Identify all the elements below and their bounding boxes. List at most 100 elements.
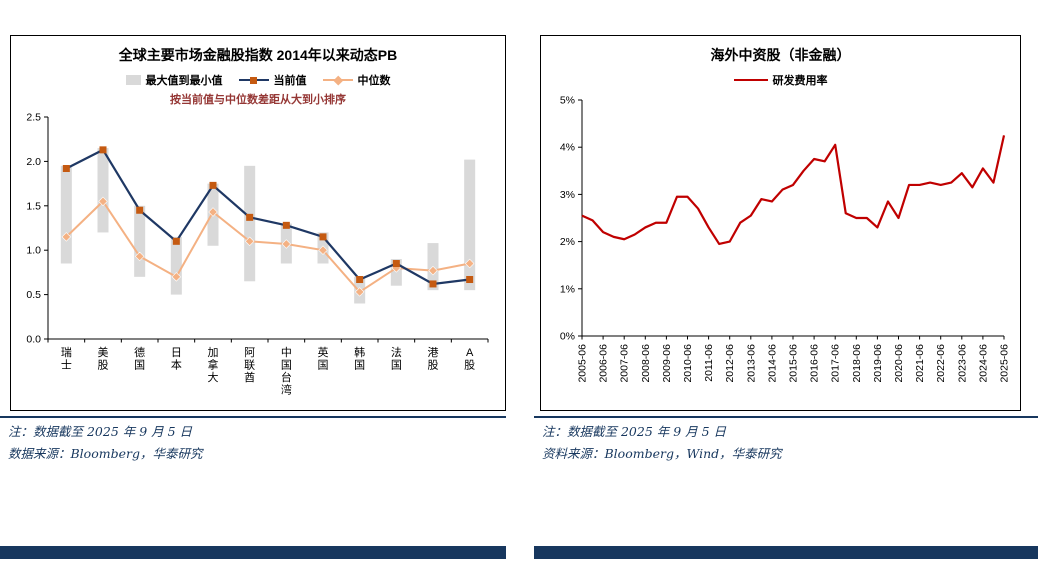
svg-text:瑞: 瑞 <box>61 345 72 359</box>
right-note-text: 注：数据截至 2025 年 9 月 5 日 <box>542 424 727 439</box>
svg-text:2%: 2% <box>559 236 574 248</box>
current-series <box>62 146 474 288</box>
svg-text:中: 中 <box>281 346 292 359</box>
svg-text:2019-06: 2019-06 <box>871 344 883 383</box>
range-bar-swatch <box>125 75 141 85</box>
left-notes: 注：数据截至 2025 年 9 月 5 日 数据来源：Bloomberg，华泰研… <box>8 421 202 465</box>
current-marker <box>62 165 70 173</box>
svg-text:股: 股 <box>464 359 475 372</box>
right-chart-plot: 0% 1% 2% 3% 4% 5% 2005-06 2006-06 2007-06 2008-06… <box>559 95 1010 383</box>
left-note-divider <box>0 416 506 418</box>
svg-text:士: 士 <box>61 359 72 372</box>
svg-text:2010-06: 2010-06 <box>682 344 694 383</box>
svg-text:2014-06: 2014-06 <box>766 344 778 383</box>
svg-text:2023-06: 2023-06 <box>956 344 968 383</box>
svg-text:国: 国 <box>354 359 365 372</box>
svg-text:湾: 湾 <box>281 383 292 397</box>
rd-expense-line-swatch <box>733 78 768 82</box>
median-marker <box>244 236 255 247</box>
median-marker <box>134 251 145 262</box>
right-notes: 注：数据截至 2025 年 9 月 5 日 资料来源：Bloomberg，Win… <box>542 421 782 465</box>
svg-text:港: 港 <box>428 346 439 359</box>
svg-text:2009-06: 2009-06 <box>660 344 672 383</box>
svg-text:日: 日 <box>171 347 182 359</box>
svg-text:0%: 0% <box>559 331 574 343</box>
svg-text:台: 台 <box>281 370 292 384</box>
svg-text:2013-06: 2013-06 <box>745 344 757 383</box>
svg-text:美: 美 <box>98 346 109 359</box>
current-marker <box>356 276 364 284</box>
svg-text:拿: 拿 <box>208 358 219 372</box>
svg-text:国: 国 <box>318 359 329 372</box>
left-chart-title: 全球主要市场金融股指数 2014年以来动态PB <box>118 47 398 63</box>
svg-text:2018-06: 2018-06 <box>850 344 862 383</box>
current-marker <box>99 146 107 154</box>
svg-text:联: 联 <box>244 359 255 372</box>
current-marker <box>429 280 437 288</box>
median-marker <box>61 232 72 242</box>
median-marker <box>208 207 218 217</box>
svg-text:0.0: 0.0 <box>26 334 41 346</box>
y-axis: 0.0 0.5 1.0 1.5 2.0 2.5 <box>26 112 49 346</box>
svg-text:2007-06: 2007-06 <box>618 344 630 383</box>
current-marker <box>209 181 217 189</box>
svg-text:2.0: 2.0 <box>26 156 41 168</box>
svg-text:股: 股 <box>428 359 439 372</box>
current-marker <box>466 276 474 284</box>
legend-rd-expense-label: 研发费用率 <box>772 75 828 87</box>
current-marker <box>282 221 290 229</box>
svg-text:德: 德 <box>134 345 145 359</box>
svg-text:2017-06: 2017-06 <box>829 344 841 383</box>
x-axis: 2005-06 2006-06 2007-06 2008-06 2009-06 2010-… <box>576 335 1010 383</box>
svg-text:2022-06: 2022-06 <box>935 344 947 383</box>
left-chart-plot: 0.00.51.01.52.02.5瑞士美股德国日本加拿大阿联酋中国台湾英国韩国… <box>26 112 489 397</box>
left-chart-subtitle: 按当前值与中位数差距从大到小排序 <box>170 94 346 106</box>
svg-text:阿: 阿 <box>244 346 255 359</box>
svg-text:3%: 3% <box>559 189 574 201</box>
svg-text:国: 国 <box>391 359 402 372</box>
range-bars <box>60 148 476 304</box>
svg-text:股: 股 <box>98 359 109 372</box>
legend-item-rd-expense: 研发费用率 <box>733 72 828 88</box>
median-marker <box>428 265 438 276</box>
svg-text:1.0: 1.0 <box>26 245 41 257</box>
svg-text:2025-06: 2025-06 <box>998 344 1010 383</box>
legend-median-label: 中位数 <box>357 75 391 87</box>
svg-text:2021-06: 2021-06 <box>914 344 926 383</box>
current-marker <box>319 233 327 241</box>
current-line-swatch <box>238 75 269 85</box>
svg-text:A: A <box>466 347 474 359</box>
svg-text:国: 国 <box>281 359 292 372</box>
svg-text:1%: 1% <box>559 283 574 295</box>
svg-text:大: 大 <box>208 370 219 384</box>
median-line-swatch <box>322 75 353 85</box>
svg-text:1.5: 1.5 <box>26 200 41 212</box>
legend-range-label: 最大值到最小值 <box>145 75 223 87</box>
svg-text:加: 加 <box>208 346 219 359</box>
svg-text:2016-06: 2016-06 <box>808 344 820 383</box>
right-chart-title: 海外中资股（非金融） <box>710 47 851 63</box>
current-marker <box>246 213 254 221</box>
svg-text:英: 英 <box>318 345 329 359</box>
median-marker <box>98 196 108 207</box>
legend-item-range: 最大值到最小值 <box>125 72 223 88</box>
median-marker <box>318 245 328 255</box>
right-chart-legend: 研发费用率 <box>541 72 1020 88</box>
svg-text:2012-06: 2012-06 <box>724 344 736 383</box>
svg-text:国: 国 <box>134 359 145 372</box>
y-axis: 0% 1% 2% 3% 4% 5% <box>559 95 582 343</box>
median-series <box>61 196 475 297</box>
svg-text:2015-06: 2015-06 <box>787 344 799 383</box>
x-axis <box>47 338 489 343</box>
left-note-text: 注：数据截至 2025 年 9 月 5 日 <box>8 424 193 439</box>
left-source-text: 数据来源：Bloomberg，华泰研究 <box>8 446 203 461</box>
svg-text:2008-06: 2008-06 <box>639 344 651 383</box>
svg-text:本: 本 <box>171 358 182 372</box>
legend-current-label: 当前值 <box>273 75 307 87</box>
rd-expense-series <box>581 135 1005 246</box>
svg-text:2024-06: 2024-06 <box>977 344 989 383</box>
svg-text:酋: 酋 <box>244 370 255 384</box>
footer-bar-left <box>0 546 506 559</box>
svg-text:4%: 4% <box>559 142 574 154</box>
